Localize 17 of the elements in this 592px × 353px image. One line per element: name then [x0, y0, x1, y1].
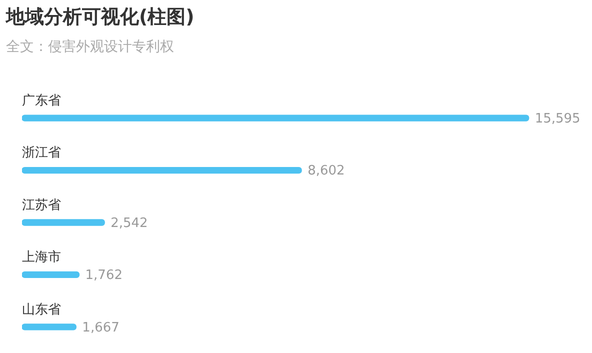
bar [22, 166, 302, 174]
data-label: 1,667 [82, 320, 120, 336]
data-label: 15,595 [534, 111, 580, 126]
chart-subtitle: 全文：侵害外观设计专利权 [6, 38, 174, 56]
data-label: 2,542 [110, 216, 148, 231]
bar [22, 324, 77, 330]
y-tick-label: 上海市 [22, 250, 61, 266]
bar [22, 114, 530, 122]
data-label: 1,762 [85, 268, 122, 284]
y-tick-label: 浙江省 [22, 146, 61, 161]
y-tick-label: 江苏省 [22, 198, 61, 213]
y-tick-label: 广东省 [22, 93, 61, 108]
bar [22, 219, 105, 226]
chart-title: 地域分析可视化(柱图) [6, 5, 194, 30]
bar [22, 271, 80, 278]
data-label: 8,602 [308, 164, 345, 179]
y-tick-label: 山东省 [22, 302, 61, 318]
